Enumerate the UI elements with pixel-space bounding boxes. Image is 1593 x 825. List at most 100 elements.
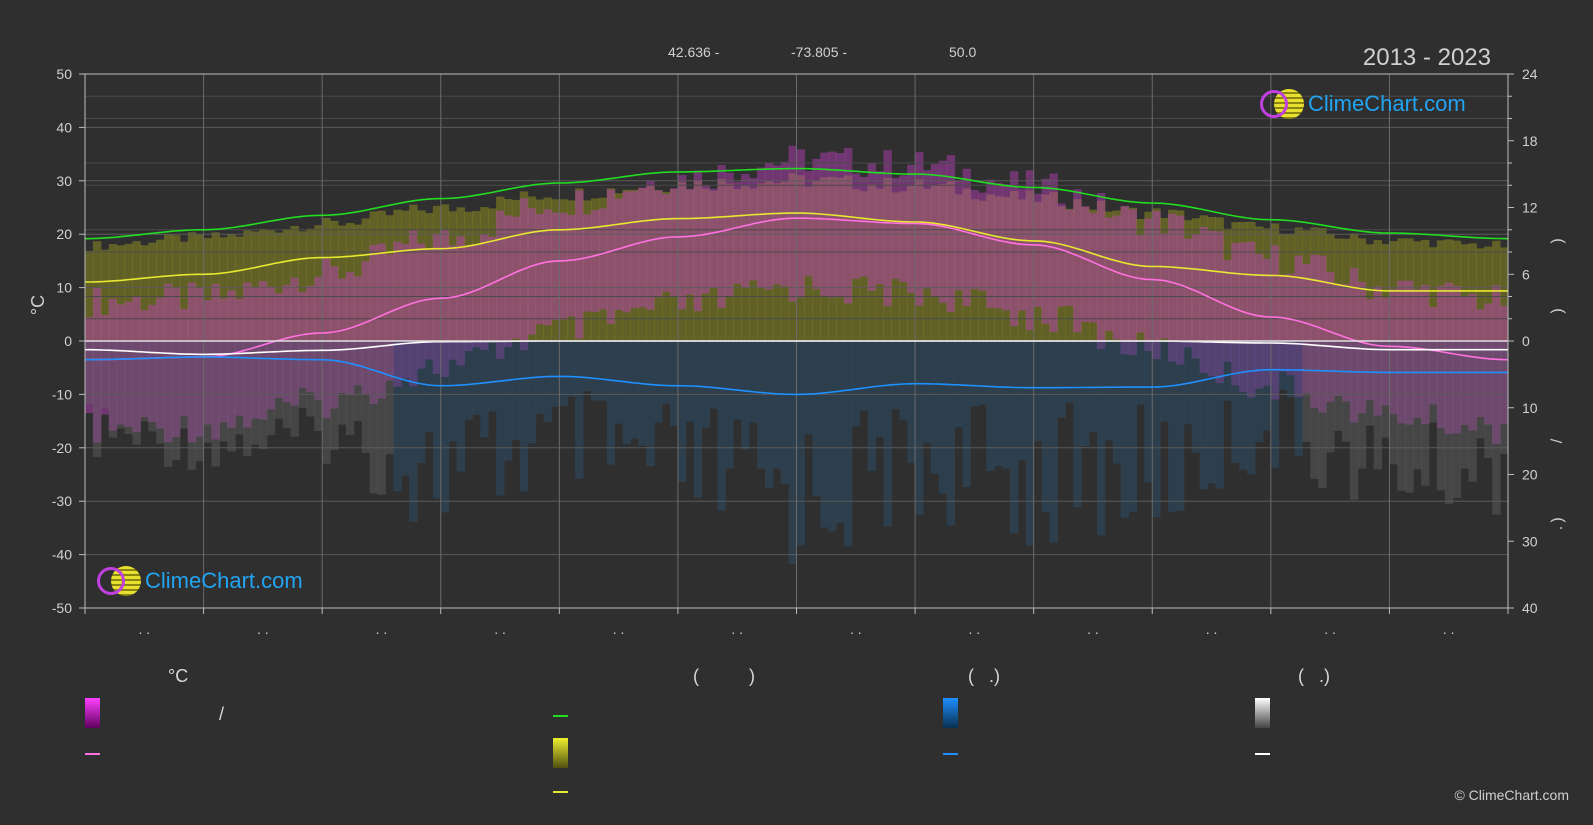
temp-range-bar — [685, 188, 695, 295]
temp-range-bar — [962, 168, 971, 307]
precip-bar — [575, 341, 584, 479]
right-axis-label-fragment: ) — [1549, 238, 1566, 243]
sunshine-range-bar — [907, 185, 916, 341]
sunshine-range-bar — [496, 196, 505, 341]
sunshine-range-bar — [140, 245, 149, 341]
precip-bar — [922, 341, 932, 443]
precip-bar — [1381, 341, 1390, 438]
precip-bar — [496, 341, 505, 496]
precip-bar — [298, 341, 307, 408]
precip-bar — [883, 341, 892, 527]
precip-bar — [962, 341, 971, 488]
temp-range-bar — [330, 266, 339, 409]
precip-bar — [693, 341, 703, 498]
x-tick-label: . . — [1087, 621, 1099, 637]
precip-bar — [401, 341, 410, 476]
temp-range-bar — [1057, 203, 1066, 307]
precip-bar — [851, 341, 861, 427]
temp-range-bar — [92, 287, 102, 443]
sunshine-range-bar — [424, 213, 434, 341]
sunshine-range-bar — [685, 189, 695, 341]
precip-bar — [1397, 341, 1406, 491]
temp-range-bar — [1073, 189, 1082, 333]
sunshine-range-bar — [527, 196, 537, 341]
sunshine-range-bar — [511, 199, 521, 341]
sunshine-range-bar — [1223, 228, 1232, 341]
sunshine-range-bar — [1500, 247, 1509, 341]
precip-bar — [717, 341, 726, 511]
precip-bar — [891, 341, 900, 410]
sunshine-range-bar — [124, 243, 133, 341]
temp-range-bar — [670, 188, 679, 297]
temp-range-bar — [322, 258, 331, 418]
precip-bar — [148, 341, 157, 432]
sunshine-range-bar — [1302, 230, 1311, 341]
temp-range-bar — [1413, 289, 1422, 418]
precip-bar — [1160, 341, 1169, 422]
sunshine-range-bar — [132, 241, 141, 341]
temp-range-bar — [1428, 306, 1438, 405]
precip-bar — [258, 341, 268, 450]
sunshine-range-bar — [1365, 244, 1375, 341]
temp-range-bar — [1002, 184, 1011, 311]
right-tick-label: 30 — [1522, 533, 1538, 549]
precip-bar — [519, 341, 529, 492]
sunshine-range-bar — [519, 191, 529, 341]
temp-range-bar — [1096, 193, 1106, 350]
x-tick-label: . . — [494, 621, 506, 637]
sunshine-range-bar — [1041, 194, 1050, 341]
temp-range-bar — [1270, 245, 1280, 400]
sunshine-range-bar — [701, 188, 711, 341]
precip-bar — [1057, 341, 1066, 418]
precip-bar — [1436, 341, 1446, 491]
sunshine-range-bar — [670, 189, 679, 341]
right-tick-label: 10 — [1522, 400, 1538, 416]
temp-range-bar — [448, 245, 458, 360]
precip-bar — [1262, 341, 1272, 431]
sunshine-range-bar — [1112, 210, 1122, 341]
precip-bar — [1112, 341, 1122, 464]
sunshine-range-bar — [1168, 209, 1177, 341]
temp-range-bar — [1207, 230, 1216, 377]
sunshine-range-bar — [1310, 227, 1319, 341]
precip-bar — [662, 341, 671, 404]
sunshine-range-bar — [298, 231, 307, 341]
temp-range-bar — [511, 216, 521, 339]
precip-bar — [464, 341, 473, 420]
sunshine-range-bar — [401, 210, 410, 341]
temp-range-bar — [1492, 285, 1501, 444]
precip-bar — [361, 341, 371, 453]
temp-range-bar — [243, 282, 252, 428]
sunshine-range-bar — [1175, 210, 1185, 341]
precip-bar — [1452, 341, 1462, 498]
temp-range-bar — [1081, 206, 1090, 322]
precip-bar — [1278, 341, 1288, 391]
precip-bar — [1405, 341, 1414, 493]
temp-range-bar — [756, 167, 766, 288]
sunshine-range-bar — [1262, 228, 1272, 341]
sunshine-range-bar — [677, 182, 687, 341]
temp-range-bar — [401, 243, 410, 379]
precip-bar — [337, 341, 347, 425]
precip-bar — [907, 341, 916, 463]
temp-range-bar — [179, 308, 189, 417]
sunshine-range-bar — [1104, 211, 1114, 341]
sunshine-range-bar — [432, 205, 442, 341]
temp-range-bar — [314, 276, 323, 400]
sunshine-range-bar — [337, 225, 347, 341]
sunshine-range-bar — [1096, 200, 1106, 341]
sunshine-range-bar — [820, 177, 829, 341]
temp-range-bar — [646, 181, 655, 310]
precip-bar — [1096, 341, 1106, 536]
precip-bar — [764, 341, 774, 488]
sunshine-range-bar — [203, 238, 212, 341]
legend-sun-head: ( ) — [693, 666, 755, 686]
temp-range-bar — [851, 173, 861, 279]
sunshine-range-bar — [915, 179, 924, 341]
temp-range-bar — [1373, 286, 1383, 416]
right-tick-label: 12 — [1522, 200, 1538, 216]
precip-bar — [472, 341, 481, 415]
precip-bar — [1365, 341, 1375, 426]
precip-bar — [1033, 341, 1043, 442]
temp-range-bar — [1341, 284, 1351, 402]
